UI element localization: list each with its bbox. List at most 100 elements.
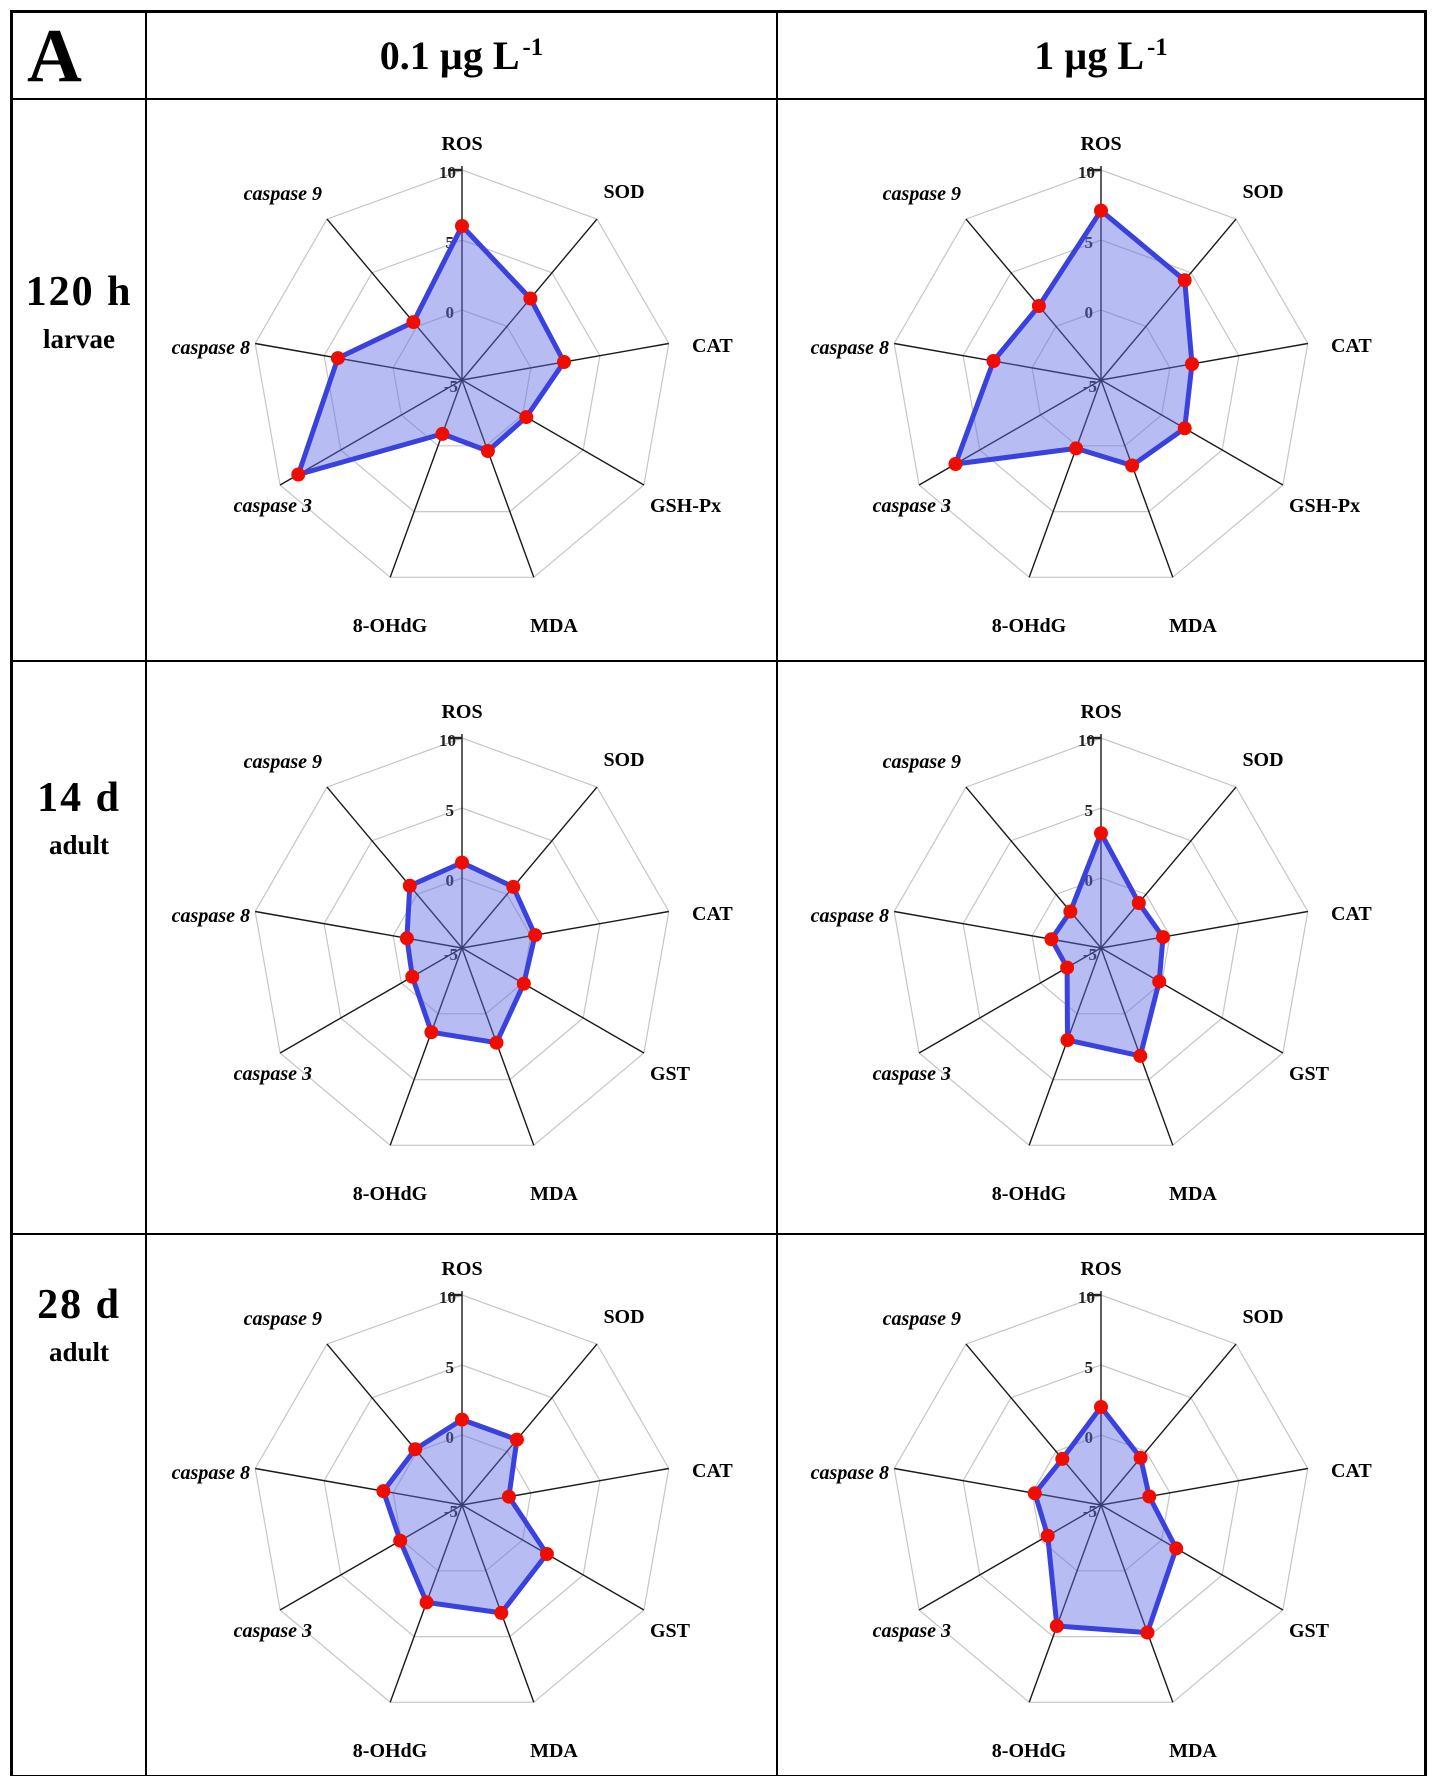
axis-label-CAT: CAT: [1331, 335, 1372, 357]
axis-label-GSH-Px: GSH-Px: [1289, 495, 1360, 517]
data-point-8-OHdG: [1049, 1619, 1064, 1633]
axis-spoke-CAT: [1100, 342, 1308, 381]
row-label-14d-adult: 14 d adult: [13, 662, 145, 1233]
grid-ring: [1031, 309, 1171, 447]
data-point-caspase 3: [404, 969, 419, 984]
axis-spoke-CAT: [461, 1467, 669, 1506]
data-point-MDA: [493, 1605, 508, 1620]
grid-ring: [1031, 876, 1171, 1014]
axis-label-caspase 8: caspase 8: [811, 905, 889, 927]
axis-label-caspase 9: caspase 9: [883, 1308, 961, 1330]
data-polygon: [953, 208, 1195, 468]
axis-spoke-GST: [461, 946, 644, 1054]
axis-spoke-8-OHdG: [389, 379, 463, 578]
axis-label-CAT: CAT: [692, 1460, 733, 1482]
axis-label-SOD: SOD: [1242, 181, 1283, 203]
tick-label-5: 5: [445, 233, 454, 252]
grid-ring: [322, 1364, 601, 1638]
axis-label-SOD: SOD: [603, 1306, 644, 1328]
tick-label-10: 10: [439, 163, 456, 182]
row-time-label: 120 h: [25, 269, 133, 315]
axis-label-caspase 3: caspase 3: [233, 495, 311, 517]
data-polygon: [1048, 830, 1166, 1058]
axis-label-caspase 3: caspase 3: [873, 1063, 951, 1085]
tick-label-0: 0: [445, 871, 454, 890]
data-point-caspase 9: [1055, 1451, 1070, 1466]
axis-label-caspase 9: caspase 9: [243, 183, 321, 205]
axis-label-SOD: SOD: [1242, 1306, 1283, 1328]
tick-label-10: 10: [1078, 163, 1095, 182]
axis-label-caspase 3: caspase 3: [873, 1620, 951, 1642]
grid-ring: [254, 169, 669, 578]
data-point-caspase 8: [1027, 1486, 1042, 1501]
row-label-28d-adult: 28 d adult: [13, 1235, 145, 1775]
data-point-MDA: [480, 444, 495, 458]
data-point-CAT: [1142, 1489, 1157, 1504]
axis-spoke-caspase 9: [965, 786, 1102, 948]
axis-label-CAT: CAT: [1331, 903, 1372, 925]
axis-spoke-caspase 8: [254, 1467, 462, 1506]
data-point-8-OHdG: [1069, 441, 1084, 456]
tick-label-10: 10: [1078, 1288, 1095, 1307]
axis-label-GSH-Px: GSH-Px: [650, 495, 721, 517]
dose-text: 0.1 µg L: [379, 33, 520, 78]
data-point-ROS: [454, 1412, 469, 1427]
axis-spoke-MDA: [1100, 947, 1174, 1146]
data-point-caspase 8: [986, 354, 1001, 368]
dose-label-0.1: 0.1 µg L -1: [380, 32, 543, 79]
axis-spoke-caspase 9: [325, 1343, 463, 1506]
data-point-caspase 9: [402, 878, 417, 893]
data-polygon: [380, 1417, 549, 1616]
radar-svg: 10 5 0 -5 ROS SOD CAT GST MDA 8-OHdG caspase 3 casp…: [171, 1258, 733, 1762]
axis-spoke-GSH-Px: [461, 379, 644, 486]
data-point-CAT: [1185, 357, 1199, 371]
axis-label-MDA: MDA: [530, 615, 578, 637]
figure-panel-table: A 0.1 µg L-1 1 µg L-1 120 h larvae 1050-…: [10, 10, 1427, 1776]
data-point-ROS: [454, 855, 469, 870]
axis-label-MDA: MDA: [1169, 1740, 1217, 1762]
grid-ring: [962, 806, 1240, 1080]
axis-label-GST: GST: [650, 1620, 691, 1642]
tick-label-5: 5: [1085, 1358, 1094, 1377]
data-point-MDA: [489, 1035, 503, 1050]
grid-ring: [962, 1364, 1240, 1638]
data-point-caspase 9: [1031, 299, 1046, 313]
axis-spoke-caspase 3: [918, 1504, 1102, 1611]
axis-spoke-caspase 3: [279, 379, 462, 486]
data-point-SOD: [1177, 273, 1192, 288]
radar-chart-14d-dose-0.1: 10 5 0 -5 ROS SOD CAT GST MDA 8-OHdG caspase 3 casp…: [147, 662, 776, 1233]
axis-label-SOD: SOD: [603, 181, 644, 203]
data-point-MDA: [1125, 458, 1140, 473]
tick-label--5: -5: [443, 1502, 457, 1521]
axis-spoke-caspase 9: [325, 218, 463, 381]
axis-spoke-SOD: [1100, 218, 1237, 381]
axis-label-MDA: MDA: [530, 1740, 578, 1762]
axis-label-GST: GST: [650, 1063, 691, 1085]
axis-spoke-caspase 8: [254, 910, 462, 949]
data-point-GST: [1169, 1541, 1184, 1556]
radar-svg: 10 5 0 -5 ROS SOD CAT GST MDA 8-OHdG caspase 3 casp…: [811, 701, 1373, 1205]
data-point-caspase 9: [1063, 904, 1078, 918]
data-point-SOD: [509, 1432, 524, 1447]
axis-label-CAT: CAT: [692, 903, 733, 925]
dose-exponent: -1: [522, 33, 544, 61]
data-point-SOD: [505, 879, 520, 894]
dose-text: 1 µg L: [1034, 33, 1145, 78]
axis-spoke-CAT: [1100, 910, 1308, 949]
axis-label-MDA: MDA: [530, 1183, 578, 1205]
axis-label-SOD: SOD: [1242, 749, 1283, 771]
axis-spoke-caspase 8: [894, 910, 1102, 949]
axis-label-GST: GST: [1289, 1063, 1330, 1085]
axis-spoke-8-OHdG: [1028, 379, 1102, 578]
data-point-caspase 8: [375, 1484, 390, 1499]
data-point-SOD: [1131, 895, 1146, 910]
tick-label-0: 0: [445, 303, 454, 322]
axis-spoke-CAT: [1100, 1467, 1308, 1506]
axis-label-ROS: ROS: [441, 1258, 482, 1280]
axis-label-CAT: CAT: [1331, 1460, 1372, 1482]
data-point-caspase 3: [948, 457, 963, 471]
grid-ring: [1031, 1434, 1171, 1572]
grid-ring: [391, 876, 532, 1014]
data-point-CAT: [1156, 929, 1170, 944]
row-stage-label: adult: [48, 830, 110, 860]
